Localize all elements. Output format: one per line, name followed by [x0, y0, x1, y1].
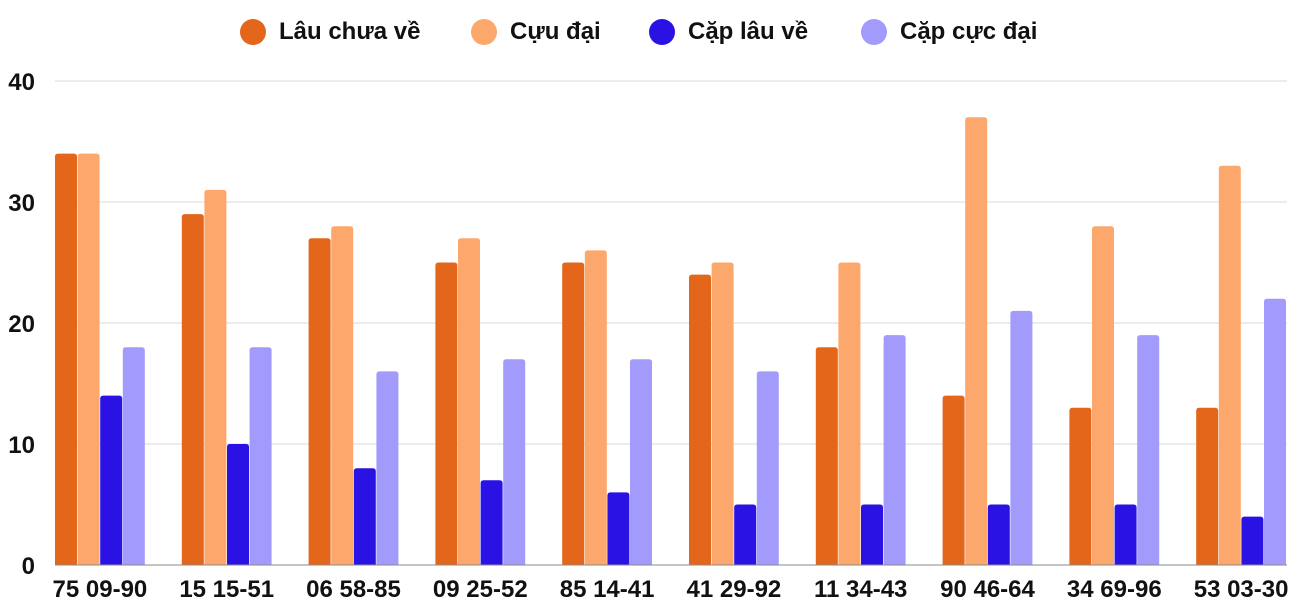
bar-group-15-15-51 — [181, 189, 272, 565]
bar-group-75-09-90 — [55, 153, 145, 565]
bar-cuu-dai-53-03-30 — [1218, 165, 1241, 565]
bar-cap-cuc-dai-34-69-96 — [1137, 335, 1160, 565]
x-tick-label: 85 14-41 — [560, 576, 655, 600]
bar-cuu-dai-11-34-43 — [838, 262, 861, 565]
bar-cap-cuc-dai-06-58-85 — [376, 371, 399, 565]
y-tick-label: 40 — [8, 69, 35, 96]
y-tick-label: 0 — [22, 553, 35, 580]
bar-lau-chua-ve-09-25-52 — [435, 262, 458, 565]
bar-cap-lau-ve-41-29-92 — [734, 504, 757, 565]
bar-lau-chua-ve-34-69-96 — [1069, 407, 1092, 565]
x-axis-ticks: 75 09-90 15 15-51 06 58-85 09 25-52 85 14-41… — [53, 576, 1289, 600]
bar-cuu-dai-85-14-41 — [584, 250, 607, 565]
bar-cap-lau-ve-90-46-64 — [987, 504, 1010, 565]
legend-swatch-lau-chua-ve — [240, 19, 266, 45]
bar-cap-lau-ve-11-34-43 — [861, 504, 883, 565]
bar-cap-lau-ve-06-58-85 — [353, 468, 376, 565]
y-tick-label: 20 — [8, 311, 35, 338]
bar-cuu-dai-15-15-51 — [204, 189, 227, 565]
bar-cap-lau-ve-75-09-90 — [100, 395, 123, 565]
bar-cuu-dai-41-29-92 — [711, 262, 734, 565]
bar-group-85-14-41 — [562, 250, 652, 565]
bar-lau-chua-ve-41-29-92 — [689, 274, 711, 565]
bar-cuu-dai-34-69-96 — [1092, 226, 1114, 565]
bar-lau-chua-ve-11-34-43 — [815, 347, 838, 565]
bar-cuu-dai-09-25-52 — [458, 238, 480, 566]
legend-label-lau-chua-ve: Lâu chưa về — [279, 18, 421, 45]
bar-cap-lau-ve-09-25-52 — [480, 480, 503, 565]
bar-cap-cuc-dai-41-29-92 — [756, 371, 779, 565]
bar-lau-chua-ve-53-03-30 — [1196, 407, 1219, 565]
x-tick-label: 34 69-96 — [1067, 576, 1162, 600]
x-tick-label: 09 25-52 — [433, 576, 528, 600]
bars — [55, 117, 1286, 566]
legend-label-cap-lau-ve: Cặp lâu về — [688, 18, 809, 45]
x-tick-label: 41 29-92 — [687, 576, 782, 600]
legend-swatch-cap-cuc-dai — [861, 19, 887, 45]
bar-cap-cuc-dai-11-34-43 — [883, 335, 906, 565]
bar-cuu-dai-75-09-90 — [77, 153, 100, 565]
x-tick-label: 06 58-85 — [306, 576, 401, 600]
x-tick-label: 53 03-30 — [1194, 576, 1289, 600]
bar-cuu-dai-06-58-85 — [331, 226, 354, 565]
bar-cap-lau-ve-53-03-30 — [1241, 516, 1264, 565]
bar-cap-cuc-dai-15-15-51 — [249, 347, 272, 565]
x-tick-label: 15 15-51 — [179, 576, 274, 600]
bar-cap-cuc-dai-53-03-30 — [1264, 298, 1286, 565]
legend-item-lau-chua-ve: Lâu chưa về — [240, 14, 420, 50]
bar-group-06-58-85 — [308, 226, 399, 566]
x-tick-label: 11 34-43 — [814, 576, 907, 600]
legend-swatch-cuu-dai — [471, 19, 497, 45]
legend-swatch-cap-lau-ve — [649, 19, 675, 45]
bar-cap-cuc-dai-09-25-52 — [503, 359, 526, 565]
bar-lau-chua-ve-85-14-41 — [562, 262, 585, 565]
x-tick-label: 90 46-64 — [940, 576, 1035, 600]
legend-item-cap-cuc-dai: Cặp cực đại — [861, 14, 1037, 50]
bar-cap-lau-ve-15-15-51 — [227, 444, 249, 565]
bar-cap-cuc-dai-75-09-90 — [122, 347, 145, 565]
bar-lau-chua-ve-90-46-64 — [942, 395, 965, 565]
bar-lau-chua-ve-15-15-51 — [181, 214, 204, 565]
bar-group-11-34-43 — [815, 262, 906, 565]
bar-cap-cuc-dai-85-14-41 — [630, 359, 652, 565]
bar-cap-lau-ve-34-69-96 — [1114, 504, 1137, 565]
bar-group-53-03-30 — [1196, 165, 1286, 565]
legend-item-cap-lau-ve: Cặp lâu về — [649, 14, 808, 50]
bar-group-34-69-96 — [1069, 226, 1160, 565]
legend-item-cuu-dai: Cựu đại — [471, 14, 601, 50]
legend: Lâu chưa về Cựu đại Cặp lâu về Cặp cực đ… — [0, 14, 1300, 50]
bar-cap-cuc-dai-90-46-64 — [1010, 310, 1033, 565]
bar-group-90-46-64 — [942, 117, 1033, 566]
bar-group-41-29-92 — [689, 262, 779, 565]
x-tick-label: 75 09-90 — [53, 576, 148, 600]
legend-label-cuu-dai: Cựu đại — [510, 18, 601, 45]
bar-cap-lau-ve-85-14-41 — [607, 492, 630, 565]
bar-group-09-25-52 — [435, 238, 526, 566]
y-axis-ticks: 0 10 20 30 40 — [8, 69, 35, 580]
bar-cuu-dai-90-46-64 — [965, 117, 988, 566]
bar-lau-chua-ve-06-58-85 — [308, 238, 331, 566]
y-tick-label: 10 — [8, 432, 35, 459]
y-tick-label: 30 — [8, 190, 35, 217]
bar-lau-chua-ve-75-09-90 — [55, 153, 77, 565]
legend-label-cap-cuc-dai: Cặp cực đại — [900, 18, 1038, 45]
